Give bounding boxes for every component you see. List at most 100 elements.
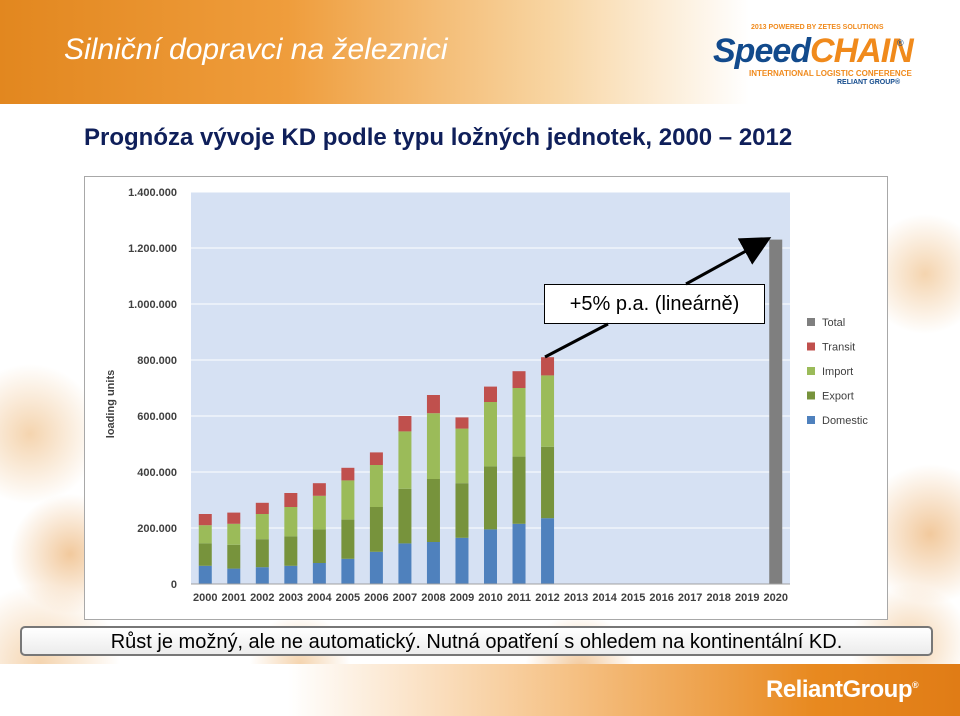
x-tick-label: 2016 — [649, 592, 673, 604]
bar-export-2008 — [426, 479, 440, 542]
y-tick-label: 800.000 — [137, 355, 177, 367]
page-title: Silniční dopravci na železnici — [64, 33, 448, 66]
y-tick-label: 1.200.000 — [128, 243, 177, 255]
logo-wordmark: SpeedCHAIN — [713, 32, 914, 71]
y-tick-label: 1.400.000 — [128, 187, 177, 199]
bar-domestic-2000 — [198, 565, 212, 584]
logo-conference-text: INTERNATIONAL LOGISTIC CONFERENCE — [749, 69, 912, 78]
x-tick-label: 2003 — [279, 592, 303, 604]
bar-transit-2005 — [341, 467, 355, 481]
y-tick-label: 600.000 — [137, 411, 177, 423]
x-tick-label: 2001 — [222, 592, 246, 604]
stacked-bar-chart: 0 200.000 400.000 600.000 800.000 1.000.000 1.… — [105, 187, 868, 604]
bar-import-2012 — [541, 375, 555, 447]
bar-domestic-2007 — [398, 543, 412, 584]
bar-transit-2004 — [312, 483, 326, 496]
bar-transit-2002 — [255, 502, 269, 514]
x-tick-label: 2011 — [507, 592, 531, 604]
y-tick-label: 0 — [171, 579, 177, 591]
x-tick-label: 2013 — [564, 592, 588, 604]
bar-domestic-2001 — [227, 568, 241, 584]
bar-import-2003 — [284, 507, 298, 537]
bottom-bar — [0, 664, 960, 716]
bar-transit-2001 — [227, 512, 241, 524]
bar-transit-2009 — [455, 417, 469, 429]
bar-import-2006 — [369, 465, 383, 507]
legend-label-transit: Transit — [822, 342, 855, 354]
bar-export-2010 — [484, 466, 497, 530]
bar-total-2020 — [769, 239, 783, 584]
x-tick-label: 2019 — [735, 592, 759, 604]
bar-export-2012 — [541, 446, 555, 519]
logo-chain-text: CHAIN — [810, 32, 914, 70]
reliant-group-text: ReliantGroup — [766, 676, 913, 703]
footer-note: Růst je možný, ale ne automatický. Nutná… — [20, 626, 933, 656]
legend-label-export: Export — [822, 391, 854, 403]
x-tick-label: 2020 — [763, 592, 787, 604]
y-tick-label: 1.000.000 — [128, 299, 177, 311]
logo-registered-mark: ® — [897, 38, 904, 48]
bar-transit-2000 — [198, 514, 212, 526]
arrow-to-total — [685, 237, 772, 286]
x-tick-label: 2010 — [478, 592, 502, 604]
bar-domestic-2009 — [455, 537, 469, 584]
bar-domestic-2005 — [341, 558, 355, 584]
x-tick-label: 2005 — [336, 592, 360, 604]
bar-export-2001 — [227, 544, 241, 569]
legend-label-import: Import — [822, 366, 853, 378]
bar-domestic-2010 — [484, 529, 497, 584]
bar-import-2008 — [426, 413, 440, 479]
logo-reliant-text: RELIANT GROUP® — [837, 79, 901, 86]
x-tick-label: 2018 — [706, 592, 730, 604]
x-tick-label: 2014 — [592, 592, 617, 604]
legend-label-domestic: Domestic — [822, 415, 868, 427]
bar-transit-2010 — [484, 386, 497, 402]
logo-tagline: 2013 POWERED BY ZETES SOLUTIONS — [751, 24, 884, 31]
bar-export-2003 — [284, 536, 298, 566]
legend-swatch-transit — [807, 342, 815, 351]
bar-export-2006 — [369, 507, 383, 552]
bar-export-2007 — [398, 488, 412, 544]
x-tick-label: 2012 — [535, 592, 559, 604]
bar-export-2000 — [198, 543, 212, 566]
bar-domestic-2006 — [369, 551, 383, 584]
bar-domestic-2012 — [541, 518, 555, 584]
bar-transit-2012 — [541, 357, 555, 376]
bar-import-2002 — [255, 514, 269, 540]
x-tick-label: 2002 — [250, 592, 274, 604]
bar-domestic-2002 — [255, 567, 269, 584]
x-tick-label: 2015 — [621, 592, 645, 604]
bar-import-2000 — [198, 525, 212, 544]
bar-import-2001 — [227, 523, 241, 545]
bar-export-2004 — [312, 529, 326, 563]
growth-callout: +5% p.a. (lineárně) — [544, 284, 765, 324]
reliant-group-reg: ® — [912, 680, 919, 690]
bar-import-2005 — [341, 480, 355, 520]
logo-speed-text: Speed — [713, 32, 811, 70]
x-tick-label: 2008 — [421, 592, 445, 604]
bar-import-2007 — [398, 431, 412, 489]
bar-transit-2006 — [369, 452, 383, 465]
x-tick-label: 2009 — [450, 592, 474, 604]
x-tick-label: 2000 — [193, 592, 217, 604]
speedchain-logo: 2013 POWERED BY ZETES SOLUTIONS SpeedCHA… — [713, 22, 923, 94]
bar-import-2010 — [484, 402, 497, 467]
y-tick-label: 200.000 — [137, 523, 177, 535]
header-bar: Silniční dopravci na železnici — [0, 0, 960, 104]
bar-export-2009 — [455, 483, 469, 538]
bar-import-2011 — [512, 388, 526, 457]
bar-domestic-2011 — [512, 523, 526, 584]
bar-transit-2003 — [284, 493, 298, 507]
y-axis-label: loading units — [105, 370, 117, 438]
bar-export-2002 — [255, 539, 269, 568]
bar-import-2004 — [312, 495, 326, 530]
legend-swatch-total — [807, 318, 815, 326]
chart-subtitle: Prognóza vývoje KD podle typu ložných je… — [84, 124, 793, 151]
legend-swatch-domestic — [807, 416, 815, 424]
x-tick-label: 2006 — [364, 592, 388, 604]
legend-label-total: Total — [822, 317, 845, 329]
bar-export-2005 — [341, 519, 355, 559]
bar-domestic-2008 — [426, 542, 440, 584]
arrow-to-2012 — [544, 322, 609, 359]
